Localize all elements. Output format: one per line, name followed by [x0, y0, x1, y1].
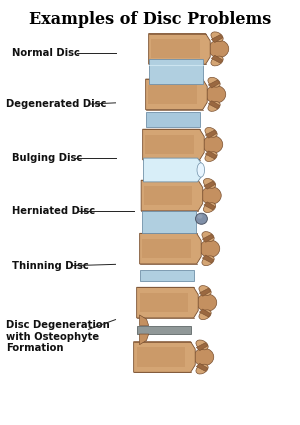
Polygon shape: [202, 255, 214, 263]
Ellipse shape: [200, 240, 220, 258]
Ellipse shape: [203, 203, 216, 212]
Polygon shape: [204, 202, 215, 210]
Polygon shape: [143, 158, 204, 182]
Polygon shape: [140, 334, 149, 345]
Ellipse shape: [197, 163, 205, 177]
Ellipse shape: [201, 187, 221, 204]
Polygon shape: [211, 55, 223, 63]
Text: Herniated Disc: Herniated Disc: [12, 206, 95, 216]
Polygon shape: [205, 130, 217, 138]
Polygon shape: [146, 135, 194, 154]
Text: Degenerated Disc: Degenerated Disc: [6, 99, 106, 109]
Ellipse shape: [196, 340, 208, 350]
Text: Examples of Disc Problems: Examples of Disc Problems: [29, 11, 271, 28]
Polygon shape: [205, 151, 217, 159]
Ellipse shape: [208, 102, 220, 111]
Ellipse shape: [211, 56, 223, 66]
Text: Bulging Disc: Bulging Disc: [12, 153, 82, 163]
Ellipse shape: [205, 128, 217, 137]
Polygon shape: [196, 363, 208, 371]
Polygon shape: [144, 186, 193, 205]
Polygon shape: [137, 326, 191, 334]
Polygon shape: [196, 343, 208, 351]
Ellipse shape: [203, 136, 223, 153]
Polygon shape: [146, 112, 200, 127]
Text: Thinning Disc: Thinning Disc: [12, 261, 89, 271]
Ellipse shape: [199, 310, 211, 320]
Ellipse shape: [196, 213, 207, 224]
Polygon shape: [148, 85, 197, 104]
Ellipse shape: [208, 77, 220, 87]
Polygon shape: [200, 288, 211, 296]
Polygon shape: [141, 180, 203, 211]
Ellipse shape: [197, 214, 203, 219]
Polygon shape: [149, 59, 203, 85]
Ellipse shape: [202, 256, 214, 266]
Ellipse shape: [203, 178, 216, 188]
Ellipse shape: [202, 232, 214, 241]
Ellipse shape: [197, 294, 217, 312]
Polygon shape: [152, 40, 200, 59]
Ellipse shape: [196, 364, 208, 374]
Polygon shape: [142, 239, 191, 258]
Ellipse shape: [211, 32, 223, 42]
Polygon shape: [204, 181, 215, 189]
Polygon shape: [140, 233, 201, 264]
Polygon shape: [137, 287, 198, 318]
Polygon shape: [143, 129, 204, 160]
Ellipse shape: [209, 40, 229, 58]
Polygon shape: [140, 270, 194, 281]
Polygon shape: [208, 80, 220, 88]
Polygon shape: [140, 315, 149, 326]
Polygon shape: [148, 34, 210, 64]
Polygon shape: [142, 211, 196, 233]
Polygon shape: [146, 79, 207, 110]
Text: Normal Disc: Normal Disc: [12, 48, 80, 58]
Text: Disc Degeneration
with Osteophyte
Formation: Disc Degeneration with Osteophyte Format…: [6, 320, 110, 353]
Ellipse shape: [194, 348, 214, 366]
Polygon shape: [140, 293, 188, 312]
Ellipse shape: [199, 286, 211, 295]
Polygon shape: [136, 348, 185, 366]
Polygon shape: [134, 342, 195, 372]
Polygon shape: [208, 101, 220, 109]
Polygon shape: [211, 34, 223, 43]
Polygon shape: [202, 234, 214, 242]
Polygon shape: [200, 309, 211, 317]
Ellipse shape: [205, 152, 217, 162]
Ellipse shape: [206, 85, 226, 103]
